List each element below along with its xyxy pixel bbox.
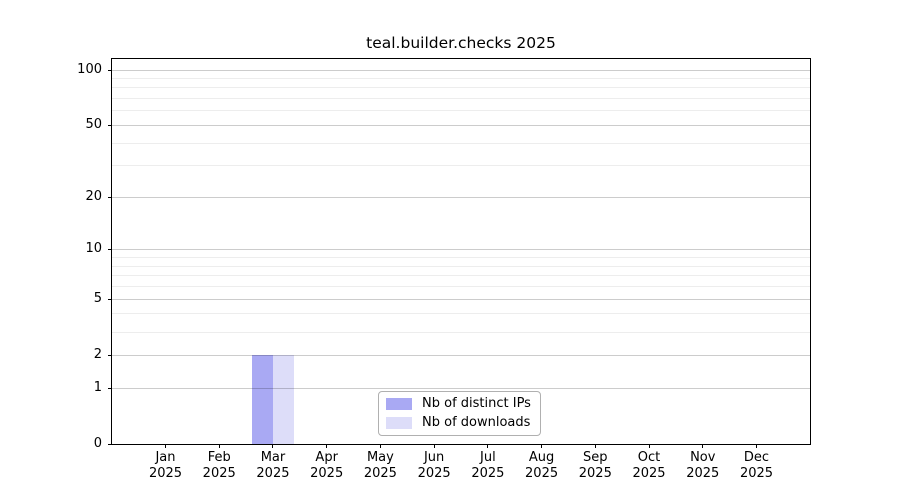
- x-tick-month: Oct: [637, 450, 661, 465]
- x-tick-mark: [165, 444, 166, 448]
- y-gridline-major: [112, 249, 810, 250]
- x-tick-month: May: [366, 450, 394, 465]
- x-tick-year: 2025: [148, 465, 183, 481]
- bar-downloads: [272, 354, 294, 444]
- y-gridline-major: [112, 197, 810, 198]
- legend-entry: Nb of distinct IPs: [386, 396, 531, 412]
- y-tick-label: 5: [93, 291, 102, 306]
- x-tick-label: Nov 2025: [660, 450, 746, 481]
- y-gridline-minor: [112, 257, 810, 258]
- y-tick-label: 20: [85, 189, 102, 204]
- x-tick-label: Apr 2025: [284, 450, 370, 481]
- x-tick-month: Jun: [423, 450, 445, 465]
- y-gridline-minor: [112, 78, 810, 79]
- y-tick-mark: [108, 299, 112, 300]
- x-tick-year: 2025: [471, 465, 505, 481]
- legend-swatch: [386, 417, 412, 429]
- x-tick-mark: [756, 444, 757, 448]
- y-gridline-minor: [112, 286, 810, 287]
- x-tick-label: Aug 2025: [499, 450, 585, 481]
- y-gridline-major: [112, 125, 810, 126]
- x-tick-year: 2025: [525, 465, 559, 481]
- y-gridline-minor: [112, 275, 810, 276]
- x-tick-year: 2025: [417, 465, 451, 481]
- y-tick-mark: [108, 388, 112, 389]
- y-tick-mark: [108, 125, 112, 126]
- x-tick-label: Jul 2025: [445, 450, 531, 481]
- y-gridline-minor: [112, 87, 810, 88]
- x-tick-label: Jun 2025: [391, 450, 477, 481]
- y-gridline-major: [112, 70, 810, 71]
- x-tick-year: 2025: [632, 465, 666, 481]
- x-tick-year: 2025: [363, 465, 397, 481]
- x-tick-mark: [326, 444, 328, 448]
- legend-label: Nb of downloads: [422, 415, 531, 430]
- y-tick-label: 0: [93, 436, 102, 451]
- x-tick-year: 2025: [202, 465, 236, 481]
- legend-label: Nb of distinct IPs: [422, 396, 531, 411]
- y-gridline-major: [112, 388, 810, 389]
- x-tick-month: Feb: [207, 450, 231, 465]
- x-tick-label: Dec 2025: [714, 450, 800, 481]
- y-tick-label: 2: [93, 347, 102, 362]
- x-tick-month: Jan: [155, 450, 176, 465]
- x-tick-label: Jan 2025: [123, 450, 209, 481]
- y-gridline-minor: [112, 98, 810, 99]
- x-tick-label: May 2025: [337, 450, 423, 481]
- x-tick-label: Oct 2025: [606, 450, 692, 481]
- x-tick-mark: [594, 444, 596, 448]
- x-tick-mark: [702, 444, 704, 448]
- bar-distinct-ips: [251, 354, 273, 444]
- x-tick-label: Mar 2025: [230, 450, 316, 481]
- plot-area: 0 1 2 5 10 20 50 100 Jan 2025 Feb 2025 Mar 2025 Apr 202…: [77, 58, 811, 481]
- x-tick-label: Sep 2025: [552, 450, 638, 481]
- legend: Nb of distinct IPs Nb of downloads: [378, 391, 541, 436]
- y-gridline-minor: [112, 143, 810, 144]
- legend-swatch: [386, 398, 412, 410]
- x-tick-month: Sep: [583, 450, 608, 465]
- x-tick-month: Apr: [315, 450, 338, 465]
- x-tick-month: Nov: [690, 450, 716, 465]
- y-gridline-major: [112, 299, 810, 300]
- y-tick-mark: [108, 355, 112, 356]
- x-tick-year: 2025: [256, 465, 290, 481]
- x-tick-year: 2025: [310, 465, 344, 481]
- x-tick-label: Feb 2025: [176, 450, 262, 481]
- y-gridline-minor: [112, 266, 810, 267]
- x-tick-mark: [648, 444, 650, 448]
- x-tick-mark: [541, 444, 543, 448]
- y-tick-label: 100: [77, 62, 102, 77]
- y-gridline-minor: [112, 332, 810, 333]
- x-tick-mark: [379, 444, 381, 448]
- legend-entry: Nb of downloads: [386, 415, 531, 431]
- y-tick-label: 1: [93, 380, 102, 395]
- y-tick-mark: [108, 197, 112, 198]
- x-tick-month: Dec: [743, 450, 770, 465]
- y-tick-label: 50: [85, 117, 102, 132]
- x-tick-mark: [218, 444, 220, 448]
- x-tick-year: 2025: [578, 465, 612, 481]
- x-tick-mark: [487, 444, 489, 448]
- y-tick-mark: [108, 70, 112, 71]
- y-tick-label: 10: [85, 241, 102, 256]
- x-tick-month: Aug: [528, 450, 555, 465]
- y-tick-mark: [108, 249, 112, 250]
- x-tick-mark: [433, 444, 435, 448]
- x-tick-year: 2025: [739, 465, 774, 481]
- y-tick-mark: [108, 444, 112, 445]
- x-tick-month: Mar: [260, 450, 286, 465]
- x-tick-mark: [272, 444, 274, 448]
- chart-title: teal.builder.checks 2025: [366, 34, 556, 52]
- y-gridline-minor: [112, 313, 810, 314]
- x-tick-year: 2025: [686, 465, 720, 481]
- x-tick-month: Jul: [480, 450, 496, 465]
- y-gridline-major: [112, 355, 810, 356]
- y-gridline-minor: [112, 165, 810, 166]
- y-gridline-minor: [112, 110, 810, 111]
